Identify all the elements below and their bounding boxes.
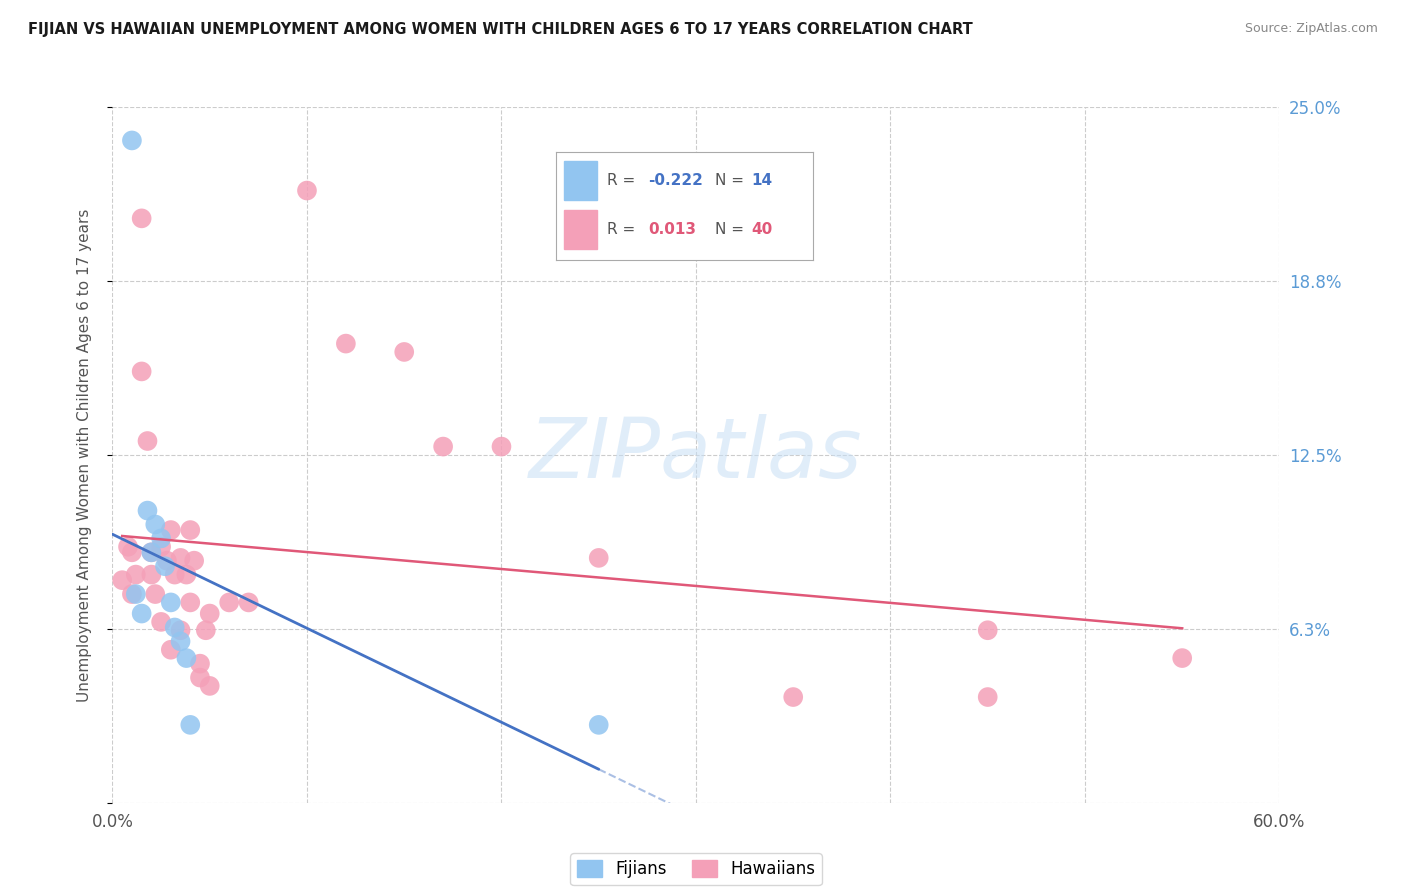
Point (141, 567, 163, 582)
Point (335, 336, 357, 351)
Point (160, 595, 183, 609)
Point (136, 503, 159, 517)
Point (131, 364, 153, 378)
Point (169, 634, 191, 648)
Point (121, 133, 143, 147)
Point (176, 651, 198, 665)
Point (121, 545, 143, 559)
Point (218, 595, 240, 609)
Point (150, 540, 173, 554)
Point (169, 624, 191, 638)
Point (163, 620, 186, 634)
Text: 0.013: 0.013 (648, 222, 696, 237)
Point (169, 550, 191, 565)
Text: 40: 40 (751, 222, 772, 237)
Bar (564, 161, 598, 200)
Point (194, 624, 217, 638)
Point (198, 679, 221, 693)
Point (117, 540, 139, 554)
Point (143, 587, 166, 601)
Point (153, 559, 176, 574)
Point (160, 642, 183, 657)
Point (782, 690, 804, 704)
Point (392, 345, 416, 359)
Point (150, 615, 173, 629)
Point (141, 545, 163, 559)
Point (188, 671, 211, 685)
Text: R =: R = (607, 222, 640, 237)
Text: R =: R = (607, 173, 640, 188)
Point (150, 532, 173, 546)
Point (295, 184, 318, 198)
Text: N =: N = (716, 173, 749, 188)
Bar (564, 211, 598, 250)
Point (188, 657, 211, 671)
Point (179, 595, 201, 609)
Point (141, 545, 163, 559)
Point (183, 554, 205, 568)
Text: FIJIAN VS HAWAIIAN UNEMPLOYMENT AMONG WOMEN WITH CHILDREN AGES 6 TO 17 YEARS COR: FIJIAN VS HAWAIIAN UNEMPLOYMENT AMONG WO… (28, 22, 973, 37)
Point (976, 690, 998, 704)
Text: -0.222: -0.222 (648, 173, 703, 188)
Point (111, 573, 134, 587)
Point (131, 211, 153, 226)
Point (491, 440, 513, 454)
Text: 14: 14 (751, 173, 772, 188)
Point (136, 434, 159, 448)
Point (432, 440, 454, 454)
Point (976, 624, 998, 638)
Point (238, 595, 260, 609)
Text: N =: N = (716, 222, 749, 237)
Point (588, 718, 610, 732)
Point (143, 517, 166, 532)
Point (160, 523, 183, 537)
Point (121, 587, 143, 601)
Point (131, 607, 153, 621)
Point (125, 567, 148, 582)
Text: Source: ZipAtlas.com: Source: ZipAtlas.com (1244, 22, 1378, 36)
Legend: Fijians, Hawaiians: Fijians, Hawaiians (571, 854, 821, 885)
Point (156, 554, 179, 568)
Point (179, 523, 201, 537)
Text: ZIPatlas: ZIPatlas (529, 415, 863, 495)
Point (125, 587, 148, 601)
Point (1171, 651, 1194, 665)
Point (163, 567, 186, 582)
Point (179, 718, 201, 732)
Point (198, 607, 221, 621)
Point (176, 567, 198, 582)
Point (588, 550, 610, 565)
Y-axis label: Unemployment Among Women with Children Ages 6 to 17 years: Unemployment Among Women with Children A… (77, 208, 91, 702)
